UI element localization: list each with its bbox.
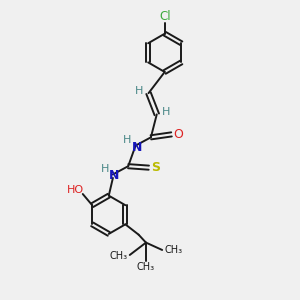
Text: H: H	[100, 164, 109, 174]
Text: O: O	[173, 128, 183, 141]
Text: N: N	[109, 169, 120, 182]
Text: CH₃: CH₃	[137, 262, 155, 272]
Text: S: S	[151, 161, 160, 174]
Text: CH₃: CH₃	[110, 251, 128, 261]
Text: Cl: Cl	[159, 10, 170, 23]
Text: N: N	[132, 141, 142, 154]
Text: H: H	[162, 107, 170, 117]
Text: HO: HO	[67, 185, 84, 195]
Text: H: H	[123, 135, 131, 145]
Text: CH₃: CH₃	[164, 245, 182, 255]
Text: H: H	[135, 86, 143, 96]
